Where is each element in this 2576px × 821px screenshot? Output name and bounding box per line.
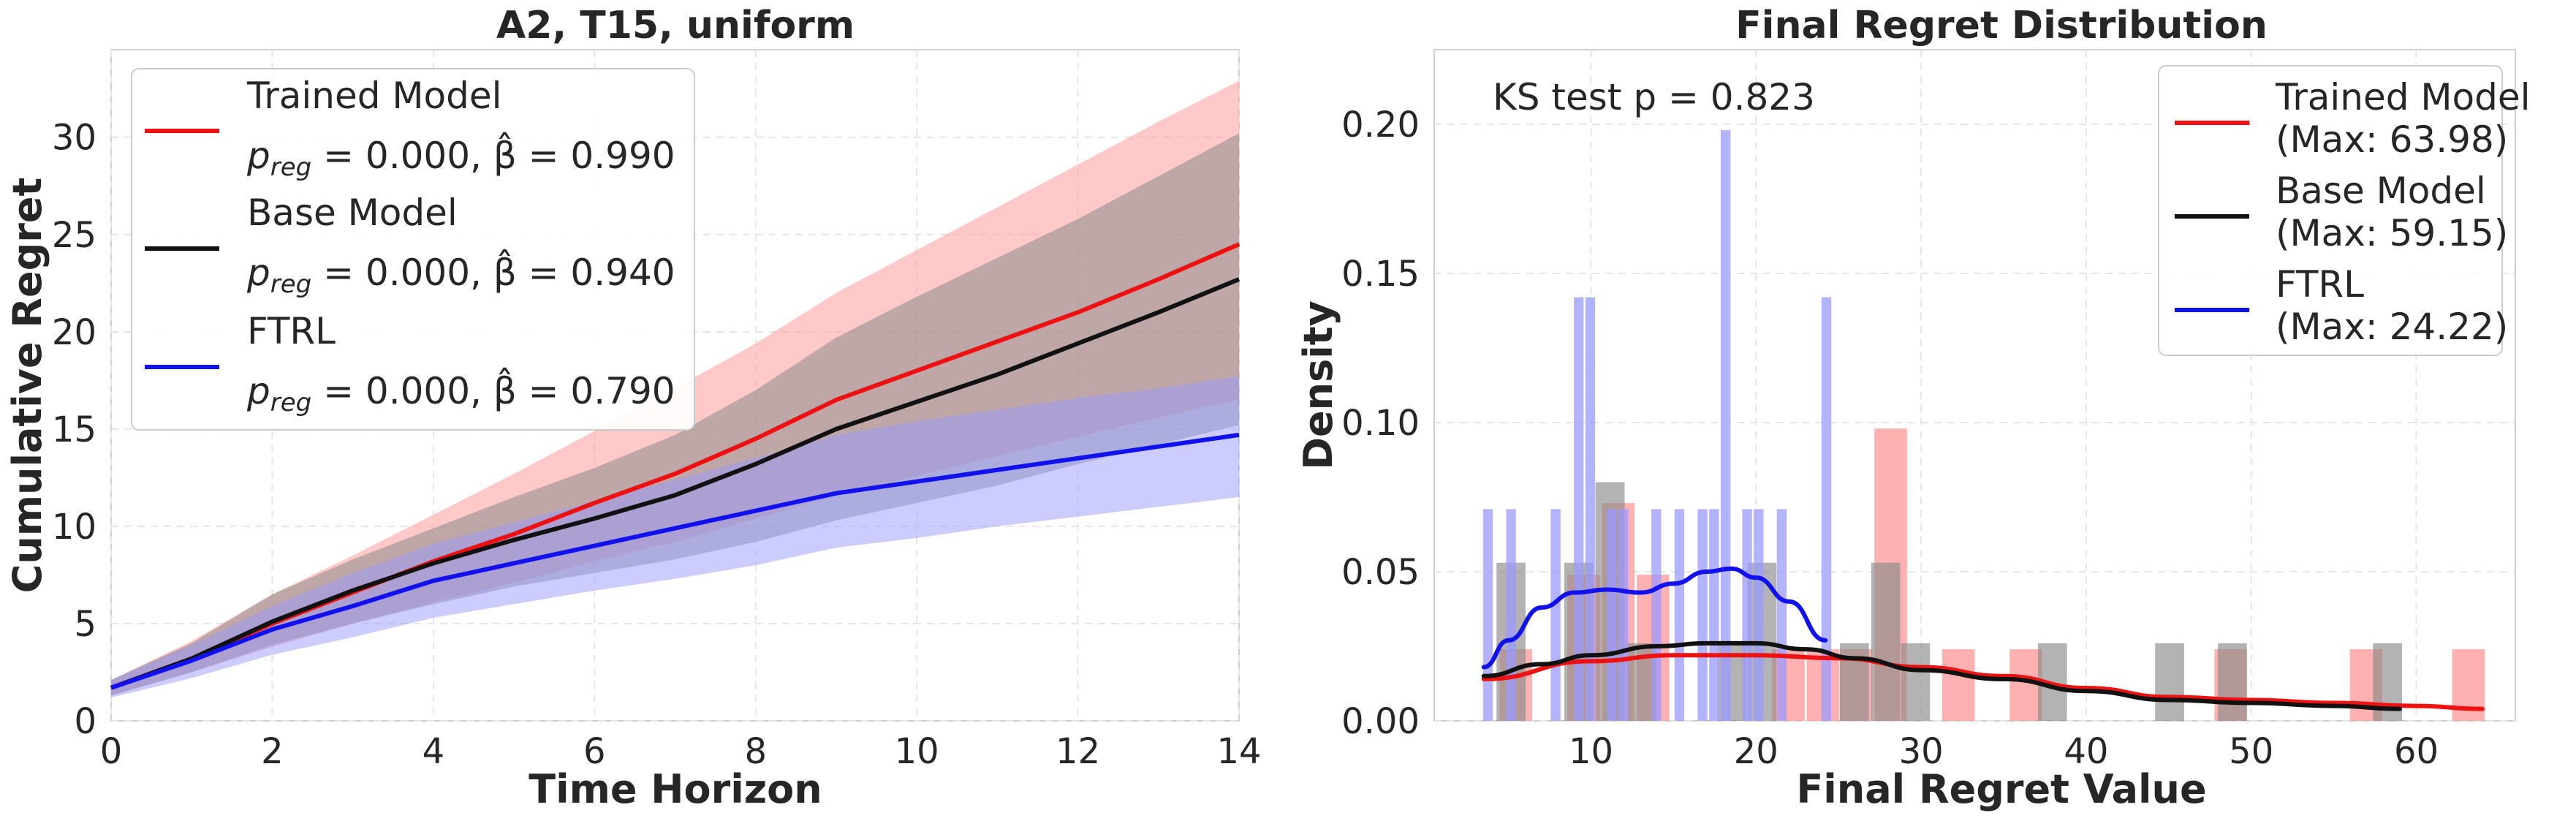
left-x-tick-label: 12 [1056, 731, 1100, 772]
left-y-tick-label: 5 [74, 604, 96, 645]
line-base [110, 277, 1240, 690]
left-x-axis-label: Time Horizon [529, 766, 822, 812]
right-x-tick-label: 60 [2394, 731, 2439, 772]
right-y-ticks: 0.00 0.05 0.10 0.15 0.20 [1341, 105, 1420, 742]
left-x-tick-label: 6 [583, 731, 606, 772]
left-x-tick-label: 8 [744, 731, 767, 772]
legend-stat-base: preg = 0.000, β̂ = 0.940 [246, 249, 675, 299]
right-x-tick-label: 50 [2229, 731, 2273, 772]
right-y-axis-label: Density [1295, 300, 1341, 470]
hist-bar-ftrl [1618, 509, 1629, 721]
right-kde-lines [1481, 566, 2485, 711]
left-y-tick-label: 20 [52, 312, 96, 353]
right-x-ticks: 10 20 30 40 50 60 [1569, 731, 2439, 772]
hist-bar-ftrl [1754, 509, 1764, 721]
hist-bar-base [1871, 562, 1901, 721]
right-x-tick-label: 10 [1569, 731, 1613, 772]
hist-bar-trained [1942, 649, 1975, 721]
left-x-tick-label: 2 [261, 731, 284, 772]
right-legend-box [2158, 65, 2503, 356]
right-x-tick-label: 20 [1734, 731, 1778, 772]
right-y-tick-label: 0.10 [1341, 403, 1420, 444]
kde-ftrl [1481, 566, 1828, 670]
left-y-tick-label: 0 [74, 701, 96, 742]
hist-bar-ftrl [1506, 509, 1516, 721]
left-y-tick-label: 15 [52, 409, 96, 450]
legend-stat-ftrl: preg = 0.000, β̂ = 0.790 [246, 368, 675, 417]
legend-stat-ftrl-text: = 0.000, β̂ = 0.790 [311, 368, 675, 412]
left-x-tick-label: 0 [100, 731, 123, 772]
legend-label-trained: Trained Model [246, 75, 502, 117]
right-panel: 10 20 30 40 50 60 0.00 0.05 0.10 0.15 0.20 Final … [1295, 4, 2531, 812]
legend-label-ftrl-dist: FTRL [2276, 263, 2364, 306]
line-ftrl [110, 432, 1240, 690]
legend-stat-trained-text: = 0.000, β̂ = 0.990 [311, 132, 675, 177]
hist-bar-ftrl [1821, 297, 1832, 721]
hist-bar-base [1839, 643, 1869, 721]
left-panel: 0 2 4 6 8 10 12 14 0 5 10 15 20 25 30 A2, T15, unifor… [4, 4, 1262, 812]
legend-label-base: Base Model [247, 192, 458, 234]
right-y-tick-label: 0.05 [1341, 552, 1420, 593]
right-y-tick-label: 0.00 [1341, 701, 1420, 742]
hist-bar-ftrl [1574, 297, 1584, 721]
right-x-tick-label: 40 [2064, 731, 2108, 772]
hist-bar-ftrl [1709, 509, 1719, 721]
hist-bar-ftrl [1776, 509, 1787, 721]
hist-bar-ftrl [1674, 509, 1685, 721]
left-legend-box [131, 68, 695, 431]
left-lines [110, 242, 1240, 690]
right-x-tick-label: 30 [1899, 731, 1944, 772]
legend-max-ftrl: (Max: 24.22) [2276, 306, 2508, 348]
left-y-tick-label: 30 [52, 118, 96, 159]
right-chart-title: Final Regret Distribution [1735, 4, 2268, 48]
hist-bar-ftrl [1607, 509, 1617, 721]
hist-bar-ftrl [1742, 509, 1752, 721]
kde-base [1481, 640, 2402, 711]
legend-max-trained: (Max: 63.98) [2276, 118, 2508, 161]
legend-label-base-dist: Base Model [2276, 170, 2486, 212]
left-x-tick-label: 10 [895, 731, 939, 772]
kde-trained [1481, 653, 2485, 711]
left-legend: Trained Model preg = 0.000, β̂ = 0.990 B… [131, 68, 695, 431]
hist-bar-ftrl [1651, 509, 1662, 721]
legend-stat-trained: preg = 0.000, β̂ = 0.990 [246, 132, 675, 182]
left-y-tick-label: 10 [52, 507, 96, 548]
right-y-tick-label: 0.15 [1341, 254, 1420, 295]
hist-bar-base [2217, 643, 2247, 721]
left-y-ticks: 0 5 10 15 20 25 30 [52, 118, 96, 742]
legend-stat-base-text: = 0.000, β̂ = 0.940 [311, 249, 675, 294]
legend-label-ftrl: FTRL [247, 310, 336, 352]
hist-bar-ftrl [1482, 509, 1493, 721]
left-chart-title: A2, T15, uniform [496, 4, 855, 48]
right-legend: Trained Model (Max: 63.98) Base Model (M… [2158, 65, 2531, 356]
hist-bar-ftrl [1697, 509, 1708, 721]
ks-test-annotation: KS test p = 0.823 [1493, 76, 1815, 118]
left-x-tick-label: 4 [423, 731, 445, 772]
left-x-tick-label: 14 [1216, 731, 1261, 772]
band-ftrl [111, 377, 1239, 698]
left-y-axis-label: Cumulative Regret [4, 178, 50, 594]
hist-bar-base [1901, 643, 1931, 721]
left-y-tick-label: 25 [52, 215, 96, 256]
legend-label-trained-dist: Trained Model [2275, 76, 2531, 118]
hist-bar-ftrl [1585, 297, 1596, 721]
hist-bar-ftrl [1720, 130, 1731, 721]
right-x-axis-label: Final Regret Value [1796, 766, 2206, 812]
legend-max-base: (Max: 59.15) [2276, 212, 2508, 254]
band-base [111, 133, 1239, 696]
hist-bar-ftrl [1550, 509, 1561, 721]
left-x-ticks: 0 2 4 6 8 10 12 14 [100, 731, 1262, 772]
right-y-tick-label: 0.20 [1341, 105, 1420, 145]
hist-bar-base [2155, 643, 2184, 721]
